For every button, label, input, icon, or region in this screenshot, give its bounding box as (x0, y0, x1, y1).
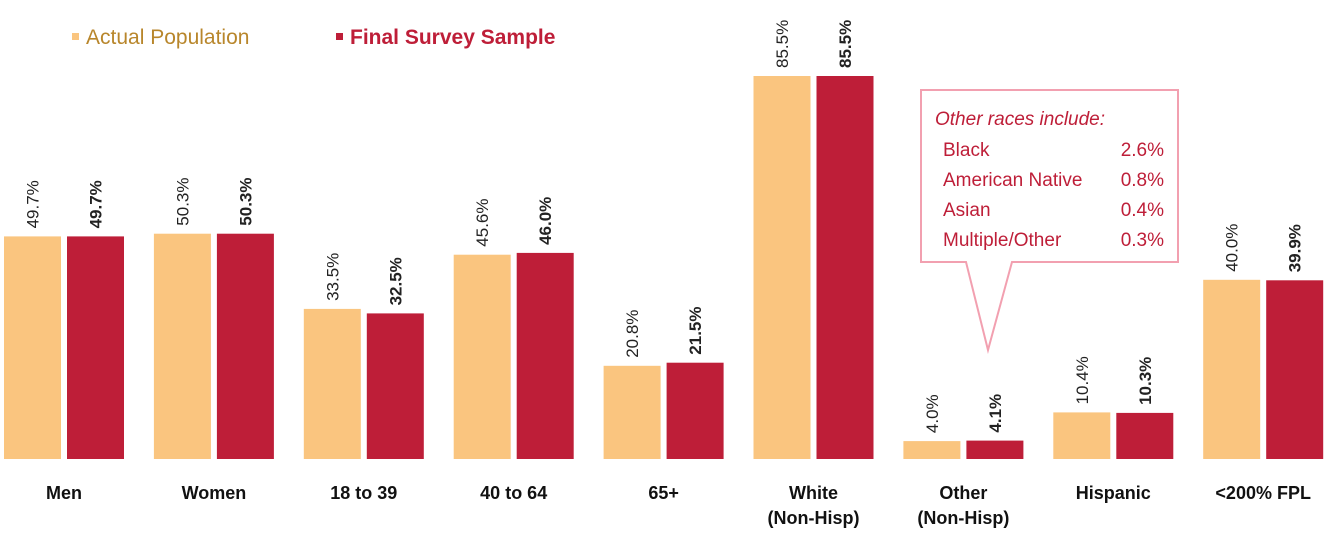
category-label-18-to-39: 18 to 39 (330, 483, 397, 503)
value-label-final-survey-sample-40-to-64: 46.0% (536, 197, 555, 245)
category-label-hispanic: Hispanic (1076, 483, 1151, 503)
value-labels: 49.7% 49.7% 50.3% 50.3% 33.5% 32.5% 45.6% 46.0%… (24, 20, 1305, 433)
bar-actual-population-men (4, 236, 61, 459)
callout-row-value-multiple-other: 0.3% (1121, 230, 1164, 251)
legend-swatch-final-survey-sample (336, 33, 343, 40)
value-label-final-survey-sample-200-fpl: 39.9% (1286, 224, 1305, 272)
callout-row-value-american-native: 0.8% (1121, 170, 1164, 191)
legend: Actual Population Final Survey Sample (72, 26, 555, 49)
value-label-actual-population-other-non-hisp: 4.0% (923, 394, 942, 433)
bar-final-survey-sample-65 (666, 362, 724, 459)
value-label-actual-population-40-to-64: 45.6% (473, 198, 492, 246)
bar-final-survey-sample-40-to-64 (516, 252, 574, 459)
legend-label-final-survey-sample: Final Survey Sample (350, 26, 555, 49)
bar-final-survey-sample-white-non-hisp (816, 76, 874, 459)
category-label-40-to-64: 40 to 64 (480, 483, 547, 503)
bar-final-survey-sample-men (67, 236, 124, 459)
callout-row-label-black: Black (943, 140, 990, 161)
callout-row-value-black: 2.6% (1121, 140, 1164, 161)
legend-swatch-actual-population (72, 33, 79, 40)
value-label-final-survey-sample-white-non-hisp: 85.5% (836, 20, 855, 68)
bar-actual-population-white-non-hisp (753, 76, 811, 459)
callout-box (920, 89, 1179, 354)
bar-final-survey-sample-18-to-39 (366, 313, 424, 459)
category-label-white-non-hisp: White (Non-Hisp) (768, 483, 860, 528)
value-label-final-survey-sample-18-to-39: 32.5% (386, 257, 405, 305)
bar-actual-population-40-to-64 (453, 254, 511, 459)
value-label-final-survey-sample-65: 21.5% (686, 306, 705, 354)
legend-label-actual-population: Actual Population (86, 26, 249, 49)
value-label-actual-population-white-non-hisp: 85.5% (773, 20, 792, 68)
bar-actual-population-200-fpl (1203, 279, 1261, 459)
callout-annotation: Other races include: Black 2.6% American Na… (920, 89, 1179, 354)
category-labels: Men Women 18 to 39 40 to 64 65+ White (Non-His… (46, 483, 1311, 528)
bar-final-survey-sample-200-fpl (1266, 280, 1324, 459)
value-label-final-survey-sample-women: 50.3% (236, 177, 255, 225)
value-label-actual-population-women: 50.3% (173, 177, 192, 225)
category-label-women: Women (182, 483, 247, 503)
callout-row-label-american-native: American Native (943, 170, 1082, 191)
category-label-200-fpl: <200% FPL (1215, 483, 1311, 503)
value-label-actual-population-200-fpl: 40.0% (1223, 224, 1242, 272)
bar-final-survey-sample-other-non-hisp (966, 440, 1024, 459)
bar-final-survey-sample-hispanic (1116, 412, 1174, 459)
category-label-other-non-hisp: Other (Non-Hisp) (917, 483, 1009, 528)
callout-title: Other races include: (935, 109, 1105, 130)
value-label-final-survey-sample-other-non-hisp: 4.1% (986, 394, 1005, 433)
bar-actual-population-other-non-hisp (903, 441, 961, 459)
callout-row-label-asian: Asian (943, 200, 991, 221)
value-label-actual-population-men: 49.7% (24, 180, 43, 228)
bar-actual-population-65 (603, 365, 661, 459)
bar-actual-population-18-to-39 (303, 308, 361, 459)
value-label-actual-population-65: 20.8% (623, 310, 642, 358)
bar-actual-population-women (153, 233, 211, 459)
value-label-actual-population-18-to-39: 33.5% (323, 253, 342, 301)
category-label-men: Men (46, 483, 82, 503)
value-label-actual-population-hispanic: 10.4% (1073, 356, 1092, 404)
value-label-final-survey-sample-hispanic: 10.3% (1136, 357, 1155, 405)
value-label-final-survey-sample-men: 49.7% (87, 180, 106, 228)
callout-row-value-asian: 0.4% (1121, 200, 1164, 221)
bars (4, 76, 1324, 459)
bar-actual-population-hispanic (1053, 412, 1111, 459)
bar-final-survey-sample-women (216, 233, 274, 459)
callout-row-label-multiple-other: Multiple/Other (943, 230, 1062, 251)
category-label-65: 65+ (648, 483, 679, 503)
